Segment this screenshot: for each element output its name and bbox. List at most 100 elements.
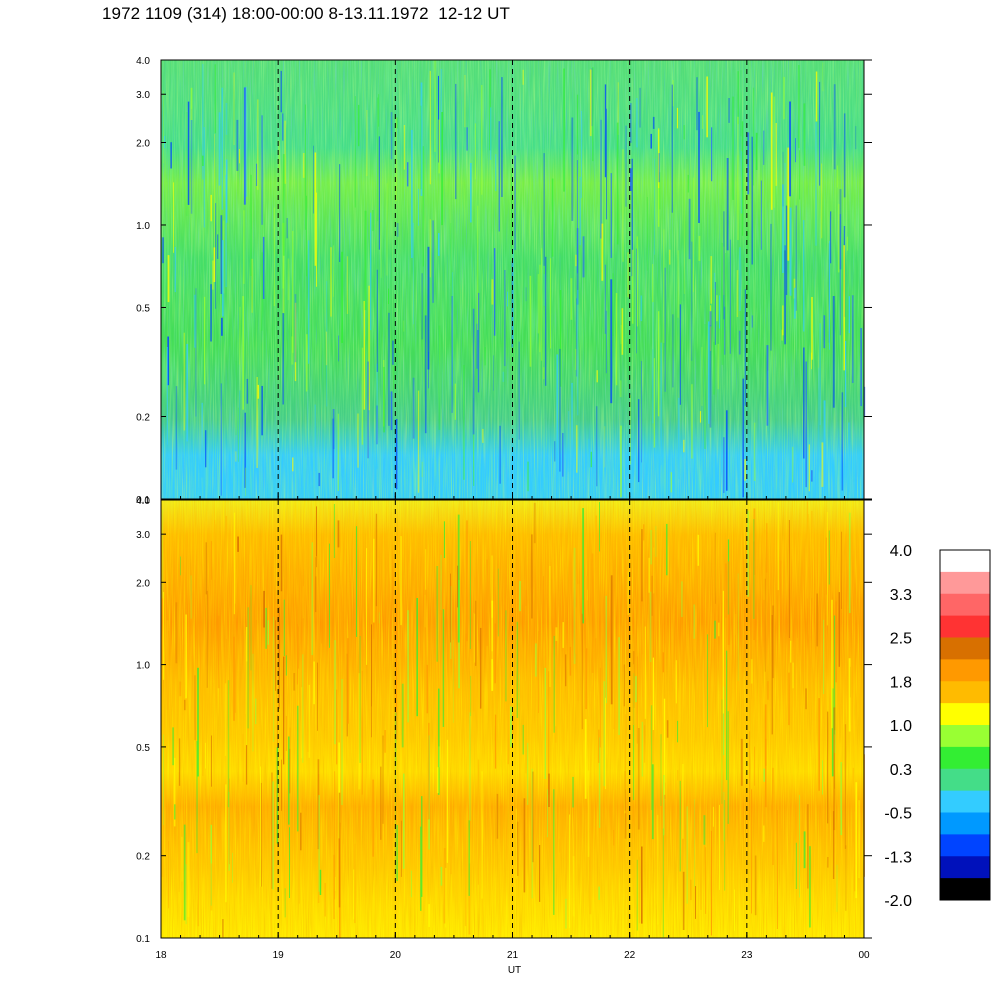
heatmap-streak [214, 520, 216, 580]
heatmap-streak [773, 96, 776, 208]
heatmap-streak [420, 105, 422, 190]
heatmap-streak [803, 220, 805, 332]
heatmap-streak [341, 679, 343, 805]
heatmap-streak [414, 796, 416, 813]
heatmap-streak [454, 383, 456, 420]
heatmap-streak [529, 275, 532, 367]
heatmap-streak [531, 768, 533, 899]
heatmap-streak [306, 195, 307, 277]
heatmap-streak [173, 182, 174, 253]
heatmap-streak [559, 348, 561, 472]
heatmap-streak [767, 370, 769, 432]
heatmap-streak [221, 87, 223, 210]
heatmap-streak [347, 638, 349, 724]
heatmap-streak [334, 877, 336, 891]
heatmap-streak [606, 108, 607, 220]
heatmap-streak [821, 163, 823, 239]
heatmap-streak [577, 584, 580, 701]
heatmap-streak [672, 80, 674, 107]
heatmap-streak [726, 158, 729, 251]
heatmap-streak [581, 613, 583, 730]
heatmap-streak [451, 296, 453, 413]
heatmap-streak [572, 776, 574, 808]
heatmap-streak [498, 121, 500, 232]
heatmap-streak [644, 626, 646, 719]
heatmap-streak [205, 742, 206, 769]
heatmap-streak [834, 730, 836, 753]
heatmap-streak [210, 194, 212, 222]
heatmap-streak [710, 830, 712, 936]
heatmap-streak [261, 115, 263, 225]
heatmap-streak [620, 324, 622, 345]
heatmap-streak [690, 569, 693, 608]
heatmap-streak [826, 511, 829, 626]
heatmap-streak [798, 65, 800, 149]
heatmap-streak [494, 714, 497, 769]
heatmap-streak [239, 306, 241, 391]
heatmap-streak [338, 742, 340, 839]
heatmap-streak [587, 770, 590, 857]
heatmap-streak [245, 467, 247, 497]
heatmap-streak [547, 789, 548, 838]
heatmap-streak [713, 272, 716, 290]
heatmap-streak [738, 330, 741, 355]
heatmap-streak [605, 310, 607, 374]
colorbar-swatch [940, 550, 990, 573]
heatmap-streak [721, 699, 723, 804]
heatmap-streak [411, 130, 413, 258]
heatmap-streak [221, 317, 223, 336]
heatmap-streak [191, 634, 193, 657]
heatmap-streak [789, 101, 791, 197]
colorbar-swatch [940, 834, 990, 857]
y-tick-label: 3.0 [136, 530, 150, 541]
heatmap-streak [484, 347, 486, 366]
heatmap-streak [695, 886, 696, 919]
colorbar-label: 1.0 [890, 718, 912, 735]
heatmap-streak [836, 165, 839, 188]
heatmap-streak [533, 502, 536, 544]
colorbar-swatch [940, 571, 990, 595]
heatmap-streak [294, 294, 297, 363]
heatmap-streak [811, 352, 812, 370]
heatmap-streak [806, 501, 808, 599]
heatmap-streak [162, 237, 164, 264]
heatmap-streak [167, 255, 170, 303]
heatmap-streak [474, 613, 476, 663]
heatmap-streak [599, 667, 601, 748]
heatmap-streak [790, 640, 792, 663]
heatmap-streak [220, 383, 222, 496]
colorbar-swatch [940, 790, 990, 814]
heatmap-streak [225, 174, 228, 288]
heatmap-streak [752, 87, 755, 186]
heatmap-streak [706, 76, 708, 138]
heatmap-streak [535, 643, 537, 677]
heatmap-streak [830, 211, 832, 264]
heatmap-streak [554, 441, 556, 462]
heatmap-streak [771, 615, 773, 735]
heatmap-streak [313, 145, 314, 214]
heatmap-streak [450, 845, 452, 875]
heatmap-streak [725, 253, 727, 328]
colorbar-swatch [940, 812, 990, 835]
heatmap-streak [785, 205, 788, 295]
heatmap-streak [367, 361, 369, 459]
heatmap-streak [178, 772, 180, 892]
heatmap-streak [422, 146, 424, 267]
heatmap-streak [709, 311, 712, 327]
heatmap-streak [590, 451, 592, 468]
heatmap-streak [657, 814, 659, 925]
y-tick-label: 0.5 [136, 303, 150, 314]
heatmap-streak [168, 594, 170, 631]
heatmap-streak [376, 269, 378, 372]
heatmap-streak [744, 459, 746, 481]
heatmap-streak [491, 555, 493, 652]
heatmap-streak [466, 127, 468, 151]
heatmap-streak [841, 392, 844, 491]
heatmap-streak [678, 397, 680, 480]
heatmap-streak [707, 634, 708, 728]
heatmap-streak [203, 127, 205, 228]
heatmap-streak [544, 667, 546, 779]
heatmap-streak [286, 218, 288, 239]
heatmap-streak [823, 400, 826, 475]
